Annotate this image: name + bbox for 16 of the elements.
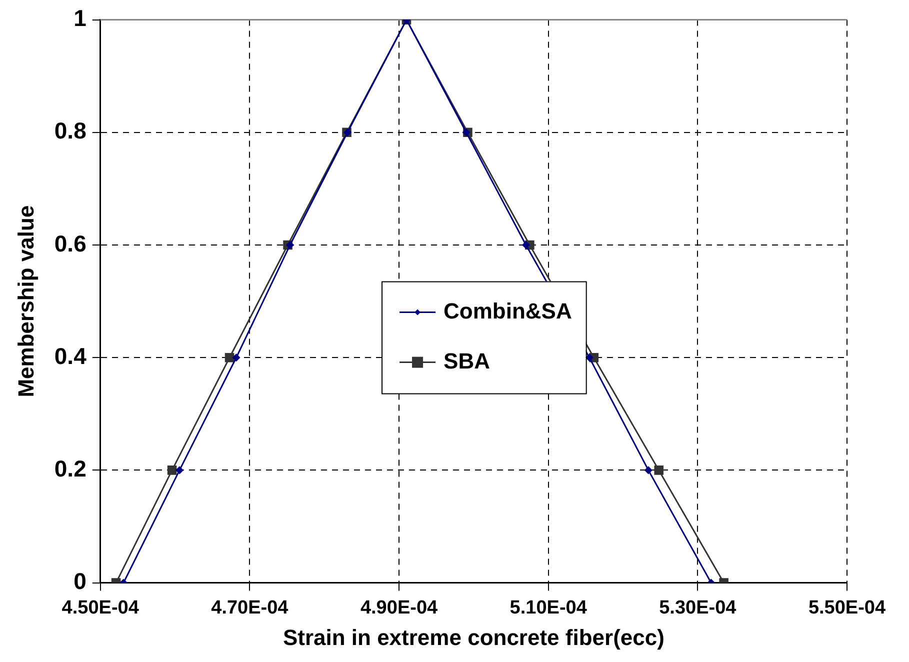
y-tick-label: 0 <box>74 568 86 594</box>
y-tick-label: 0.8 <box>54 118 87 144</box>
y-tick-label: 0.4 <box>54 342 87 369</box>
y-tick-label: 1 <box>74 5 87 32</box>
legend-label: Combin&SA <box>444 298 572 324</box>
y-tick-label: 0.2 <box>54 456 86 482</box>
y-axis-title: Membership value <box>13 205 38 398</box>
x-tick-label: 4.70E-04 <box>211 597 289 618</box>
x-tick-label: 5.10E-04 <box>510 597 588 618</box>
legend-label: SBA <box>444 348 490 374</box>
x-tick-label: 4.50E-04 <box>62 597 140 618</box>
x-axis-title: Strain in extreme concrete fiber(ecc) <box>282 624 664 650</box>
x-tick-label: 4.90E-04 <box>360 597 438 618</box>
x-tick-label: 5.30E-04 <box>659 597 737 618</box>
y-tick-label: 0.6 <box>54 230 86 256</box>
x-tick-label: 5.50E-04 <box>808 597 886 618</box>
